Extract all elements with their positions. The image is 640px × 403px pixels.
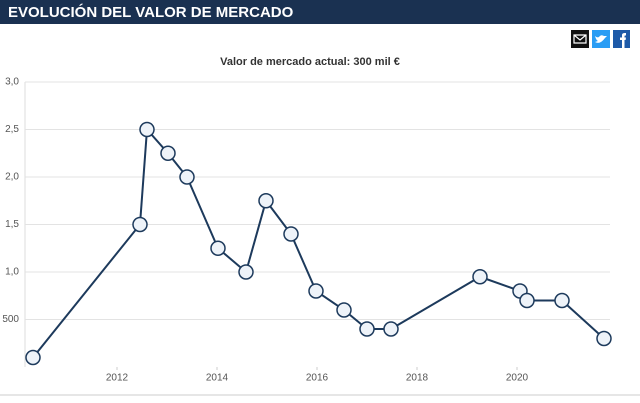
y-tick-label: 500 xyxy=(2,314,19,325)
twitter-glyph xyxy=(595,35,607,43)
x-tick-label: 2016 xyxy=(306,373,329,384)
club-marker[interactable] xyxy=(383,321,399,337)
club-marker[interactable] xyxy=(519,292,535,309)
club-marker[interactable] xyxy=(283,226,299,242)
share-icons[interactable] xyxy=(571,30,630,48)
club-marker[interactable] xyxy=(554,292,570,309)
email-glyph xyxy=(573,34,587,44)
chart-title: EVOLUCIÓN DEL VALOR DE MERCADO xyxy=(8,3,294,21)
club-marker[interactable] xyxy=(308,283,324,299)
y-tick-label: 2,5 xyxy=(5,124,19,135)
x-tick-label: 2018 xyxy=(406,373,429,384)
club-marker[interactable] xyxy=(238,264,254,280)
chart-subtitle: Valor de mercado actual: 300 mil € xyxy=(220,56,400,68)
club-marker[interactable] xyxy=(258,193,274,209)
club-marker[interactable] xyxy=(210,240,226,256)
club-marker[interactable] xyxy=(25,349,41,366)
club-marker[interactable] xyxy=(179,169,195,185)
club-marker[interactable] xyxy=(359,321,375,337)
y-tick-label: 1,5 xyxy=(5,219,19,230)
y-tick-label: 1,0 xyxy=(5,267,19,278)
header-bar xyxy=(0,0,640,24)
club-marker[interactable] xyxy=(472,269,488,285)
x-tick-label: 2014 xyxy=(206,373,229,384)
club-marker[interactable] xyxy=(139,121,155,138)
x-tick-label: 2012 xyxy=(106,373,129,384)
y-tick-label: 3,0 xyxy=(5,77,19,88)
club-marker[interactable] xyxy=(336,302,352,318)
club-marker[interactable] xyxy=(132,216,148,233)
x-tick-label: 2020 xyxy=(506,373,529,384)
value-line xyxy=(32,127,605,359)
facebook-glyph xyxy=(620,33,626,48)
club-marker[interactable] xyxy=(160,145,176,161)
club-marker[interactable] xyxy=(596,330,612,347)
y-tick-label: 2,0 xyxy=(5,172,19,183)
